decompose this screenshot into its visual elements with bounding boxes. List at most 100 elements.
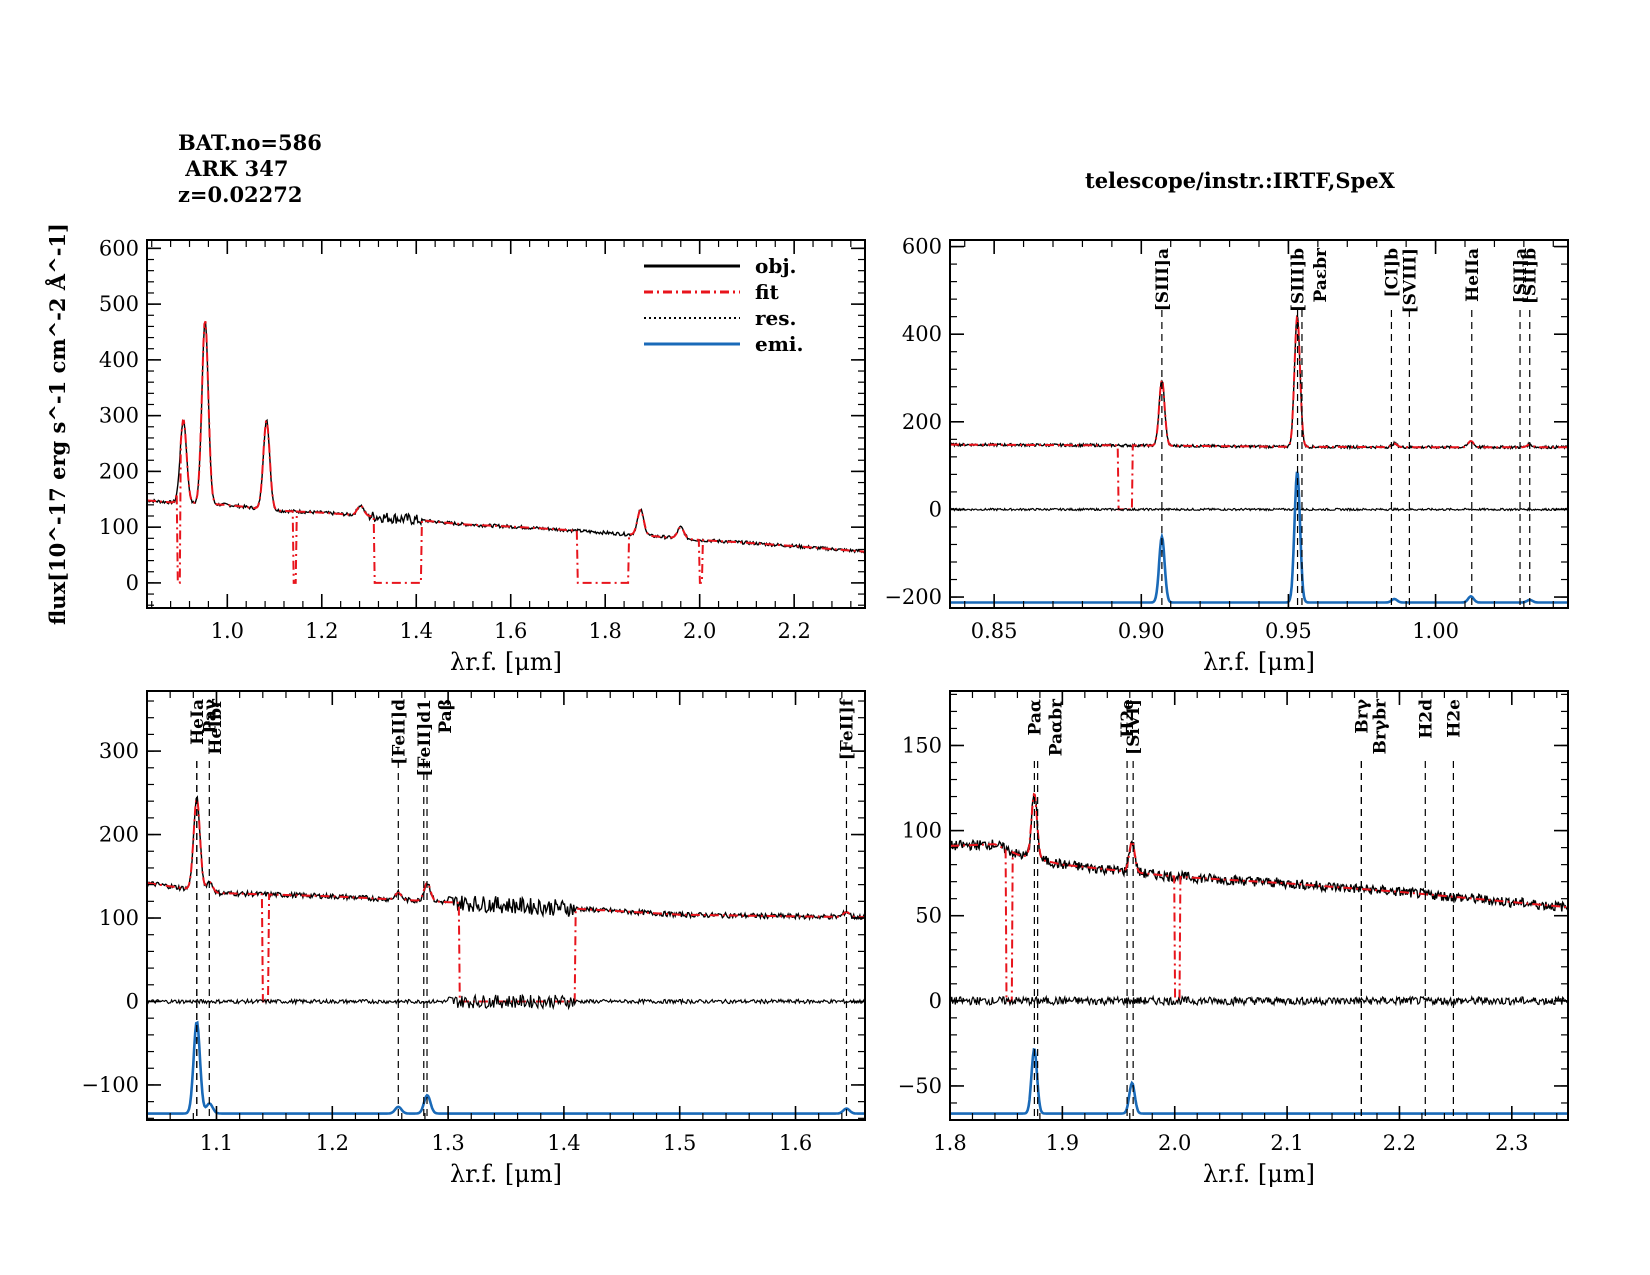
x-axis-label: λr.f. [μm] — [1203, 1160, 1315, 1188]
obj-spectrum-line — [147, 795, 865, 922]
x-axis-label: λr.f. [μm] — [450, 1160, 562, 1188]
y-tick-label: −100 — [81, 1073, 139, 1097]
x-tick-label: 1.0 — [211, 619, 244, 643]
line-id-label: H2d — [1416, 699, 1436, 739]
fit-line — [950, 315, 1568, 511]
bat-number-label: BAT.no=586 — [178, 130, 322, 155]
line-id-label: [SII]b — [1521, 248, 1541, 304]
y-tick-label: 400 — [99, 348, 139, 372]
legend-label-0: obj. — [755, 254, 797, 278]
line-id-label: [CI]b — [1382, 248, 1402, 298]
line-id-label: HeIbr — [206, 698, 226, 755]
x-tick-label: 1.4 — [547, 1131, 580, 1155]
legend-label-3: emi. — [755, 332, 803, 356]
line-id-label: Paαbr — [1047, 698, 1067, 756]
x-axis-label: λr.f. [μm] — [450, 648, 562, 676]
redshift-label: z=0.02272 — [178, 182, 303, 207]
x-tick-label: 0.90 — [1118, 619, 1165, 643]
x-tick-label: 1.3 — [431, 1131, 464, 1155]
y-tick-label: 300 — [99, 404, 139, 428]
line-id-label: [FeII]d1 — [415, 699, 435, 777]
y-tick-label: −200 — [884, 585, 942, 609]
x-tick-label: 1.8 — [933, 1131, 966, 1155]
x-tick-label: 1.2 — [305, 619, 338, 643]
line-id-label: Brγ — [1352, 698, 1372, 733]
axes-frame — [146, 690, 866, 1121]
y-tick-label: 200 — [902, 410, 942, 434]
line-id-label: [FeII]d — [389, 699, 409, 765]
line-id-label: H2e — [1444, 699, 1464, 738]
y-axis-label: flux[10^-17 erg s^-1 cm^-2 Å^-1] — [45, 223, 70, 625]
x-tick-label: 2.1 — [1270, 1131, 1303, 1155]
line-id-label: H2e — [1118, 699, 1138, 738]
line-id-label: [SIII]b — [1289, 248, 1309, 312]
line-id-label: [SiVI] — [1124, 699, 1144, 755]
line-id-label: [SVIII] — [1400, 248, 1420, 313]
y-tick-label: 0 — [929, 989, 942, 1013]
x-tick-label: 1.4 — [400, 619, 433, 643]
line-id-label: Brγbr — [1370, 698, 1390, 754]
residual-line — [950, 994, 1568, 1008]
panel-z-band: [SIII]a [SIII]b Paεbr [CI]b[SVIII] HeIIa [SII… — [884, 235, 1569, 676]
fit-line — [950, 792, 1568, 1002]
fit-line — [147, 798, 865, 1003]
x-tick-label: 1.9 — [1046, 1131, 1079, 1155]
x-tick-label: 2.3 — [1495, 1131, 1528, 1155]
line-id-label: [SII]a — [1511, 248, 1531, 303]
line-id-label: Paβ — [436, 699, 456, 734]
y-tick-label: 600 — [99, 236, 139, 260]
y-tick-label: 500 — [99, 292, 139, 316]
x-tick-label: 1.6 — [494, 619, 527, 643]
x-axis-label: λr.f. [μm] — [1203, 648, 1315, 676]
x-tick-label: 1.1 — [200, 1131, 233, 1155]
telescope-label: telescope/instr.:IRTF,SpeX — [1085, 168, 1395, 193]
y-tick-label: 100 — [902, 819, 942, 843]
obj-spectrum-line — [950, 793, 1568, 912]
x-tick-label: 1.2 — [316, 1131, 349, 1155]
line-id-label: [FeII]f — [837, 697, 857, 760]
x-tick-label: 1.6 — [779, 1131, 812, 1155]
legend-label-1: fit — [755, 280, 780, 304]
fit-line — [147, 320, 865, 584]
emission-line — [950, 471, 1568, 604]
y-tick-label: −50 — [898, 1074, 942, 1098]
plot-area — [950, 310, 1568, 608]
x-tick-label: 1.5 — [663, 1131, 696, 1155]
line-id-label: HeIIa — [1463, 248, 1483, 302]
x-tick-label: 2.2 — [1383, 1131, 1416, 1155]
x-tick-label: 1.8 — [588, 619, 621, 643]
emission-line — [147, 1020, 865, 1115]
emission-line — [950, 1047, 1568, 1115]
object-name-label: ARK 347 — [178, 156, 289, 181]
x-tick-label: 0.85 — [971, 619, 1018, 643]
axes-frame — [146, 239, 866, 609]
obj-spectrum-line — [950, 314, 1568, 451]
y-tick-label: 600 — [902, 235, 942, 259]
plot-area — [147, 761, 865, 1120]
y-tick-label: 50 — [915, 904, 942, 928]
y-tick-label: 150 — [902, 733, 942, 757]
line-id-label: HeIa — [188, 699, 208, 745]
y-tick-label: 400 — [902, 322, 942, 346]
y-tick-label: 300 — [99, 739, 139, 763]
y-tick-label: 100 — [99, 515, 139, 539]
line-id-label: [SIII]a — [1153, 248, 1173, 311]
plot-area — [147, 320, 865, 584]
x-tick-label: 2.2 — [777, 619, 810, 643]
residual-line — [147, 993, 865, 1011]
y-tick-label: 0 — [929, 497, 942, 521]
y-tick-label: 0 — [126, 571, 139, 595]
y-tick-label: 200 — [99, 823, 139, 847]
residual-line — [950, 506, 1568, 512]
legend-label-2: res. — [755, 306, 796, 330]
x-tick-label: 0.95 — [1265, 619, 1312, 643]
y-tick-label: 200 — [99, 459, 139, 483]
line-id-label: Paγ — [200, 698, 220, 733]
x-tick-label: 2.0 — [1158, 1131, 1191, 1155]
y-tick-label: 100 — [99, 906, 139, 930]
line-id-label: Paεbr — [1311, 247, 1331, 303]
